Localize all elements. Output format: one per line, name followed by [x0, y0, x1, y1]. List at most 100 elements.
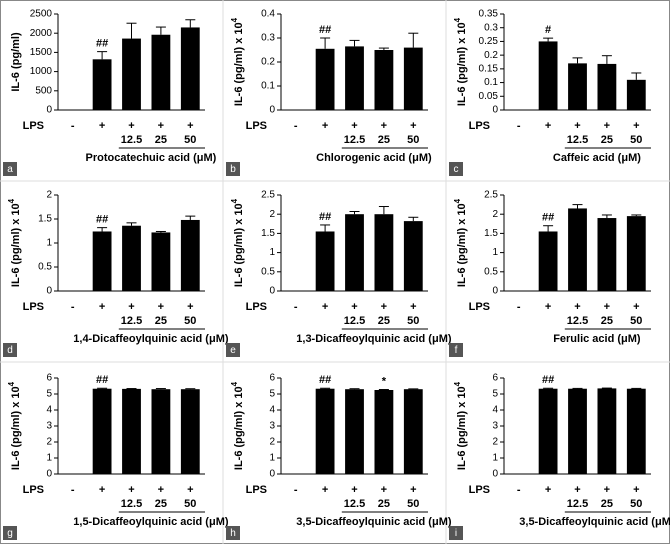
- bar: [92, 59, 112, 110]
- bar: [568, 388, 587, 474]
- y-tick-label: 0.4: [261, 9, 275, 20]
- error-bar: [185, 215, 196, 220]
- bar: [180, 219, 200, 291]
- concentration-label: 25: [601, 134, 613, 146]
- y-tick-label: 0.15: [479, 63, 499, 74]
- bar: [345, 389, 364, 474]
- concentration-label: 12.5: [567, 315, 588, 327]
- significance: ##: [96, 374, 108, 386]
- y-tick-label: 4: [492, 405, 498, 416]
- lps-label: +: [381, 120, 387, 132]
- lps-label: -: [294, 301, 298, 313]
- concentration-label: 50: [407, 498, 419, 510]
- concentration-label: 50: [407, 315, 419, 327]
- significance: ##: [96, 214, 108, 226]
- lps-label: +: [99, 484, 105, 496]
- error-bar: [155, 388, 166, 390]
- bar: [597, 63, 617, 110]
- y-tick-label: 1: [46, 453, 52, 464]
- y-tick-label: 2: [46, 190, 52, 201]
- y-tick-label: 2000: [30, 28, 53, 39]
- lps-label: +: [574, 484, 580, 496]
- lps-label: +: [187, 484, 193, 496]
- y-tick-label: 4: [46, 405, 52, 416]
- lps-label: +: [604, 484, 610, 496]
- y-axis-label: IL-6 (pg/ml) x 104: [453, 198, 468, 287]
- panel-letter: h: [230, 528, 236, 539]
- lps-label: -: [517, 301, 521, 313]
- y-tick-label: 1.5: [484, 228, 498, 239]
- x-axis-label: 3,5-Dicaffeoylquinic acid (μM): [296, 516, 452, 528]
- bar: [568, 208, 587, 291]
- y-axis-label-exponent: 4: [7, 381, 16, 386]
- lps-label: +: [158, 120, 164, 132]
- error-bar: [155, 230, 166, 233]
- error-bar: [601, 55, 612, 64]
- row-label: LPS: [23, 120, 44, 132]
- y-axis-label-text: IL-6 (pg/ml): [10, 32, 22, 92]
- concentration-label: 12.5: [567, 134, 588, 146]
- lps-label: +: [322, 484, 328, 496]
- error-bar: [126, 22, 137, 39]
- y-axis-label-exponent: 4: [230, 381, 239, 386]
- y-tick-label: 0.05: [479, 91, 499, 102]
- panel-letter-box: [3, 526, 17, 540]
- bar: [345, 214, 364, 291]
- y-tick-label: 1: [46, 238, 52, 249]
- concentration-label: 12.5: [344, 315, 365, 327]
- panel-letter: a: [7, 164, 13, 175]
- row-label: LPS: [246, 484, 267, 496]
- row-label: LPS: [469, 484, 490, 496]
- row-label: LPS: [246, 301, 267, 313]
- y-axis-label: IL-6 (pg/ml) x 104: [7, 198, 22, 287]
- panel-letter-box: [226, 343, 240, 357]
- error-bar: [320, 224, 331, 232]
- lps-label: +: [322, 301, 328, 313]
- y-tick-label: 2: [46, 437, 52, 448]
- y-axis-label: IL-6 (pg/ml) x 104: [7, 381, 22, 470]
- concentration-label: 50: [630, 315, 642, 327]
- y-tick-label: 0: [46, 105, 52, 116]
- bar: [122, 388, 141, 474]
- y-tick-label: 0.2: [484, 50, 498, 61]
- y-tick-label: 0.3: [484, 22, 498, 33]
- lps-label: +: [128, 120, 134, 132]
- lps-label: +: [633, 484, 639, 496]
- bar: [151, 389, 171, 474]
- error-bar: [631, 72, 642, 80]
- bar: [374, 390, 394, 474]
- x-axis-label: 1,3-Dicaffeoylquinic acid (μM): [296, 333, 452, 345]
- lps-label: +: [128, 301, 134, 313]
- y-tick-label: 0.25: [479, 36, 499, 47]
- y-tick-label: 500: [35, 85, 52, 96]
- bar: [151, 34, 171, 110]
- lps-label: +: [351, 484, 357, 496]
- significance: *: [382, 375, 387, 387]
- bar: [374, 214, 394, 291]
- concentration-label: 50: [630, 498, 642, 510]
- y-tick-label: 0.1: [484, 77, 498, 88]
- y-tick-label: 0: [269, 469, 275, 480]
- y-axis-label: IL-6 (pg/ml) x 104: [230, 381, 245, 470]
- y-tick-label: 3: [269, 421, 275, 432]
- y-axis-label-exponent: 4: [230, 17, 239, 22]
- error-bar: [543, 37, 554, 42]
- row-label: LPS: [23, 484, 44, 496]
- y-tick-label: 0.5: [38, 262, 52, 273]
- error-bar: [185, 19, 196, 28]
- bar: [315, 231, 335, 291]
- lps-label: +: [187, 120, 193, 132]
- panel-letter-box: [3, 343, 17, 357]
- panel-letter-box: [3, 162, 17, 176]
- lps-label: +: [410, 484, 416, 496]
- y-tick-label: 0.5: [261, 266, 275, 277]
- bar: [403, 47, 423, 110]
- bar: [538, 231, 558, 291]
- panel-letter: e: [230, 345, 236, 356]
- bar: [151, 232, 171, 291]
- y-axis-label-text: IL-6 (pg/ml) x 10: [233, 22, 245, 106]
- y-tick-label: 0: [492, 286, 498, 297]
- y-tick-label: 5: [46, 389, 52, 400]
- y-tick-label: 0: [492, 469, 498, 480]
- error-bar: [378, 47, 389, 50]
